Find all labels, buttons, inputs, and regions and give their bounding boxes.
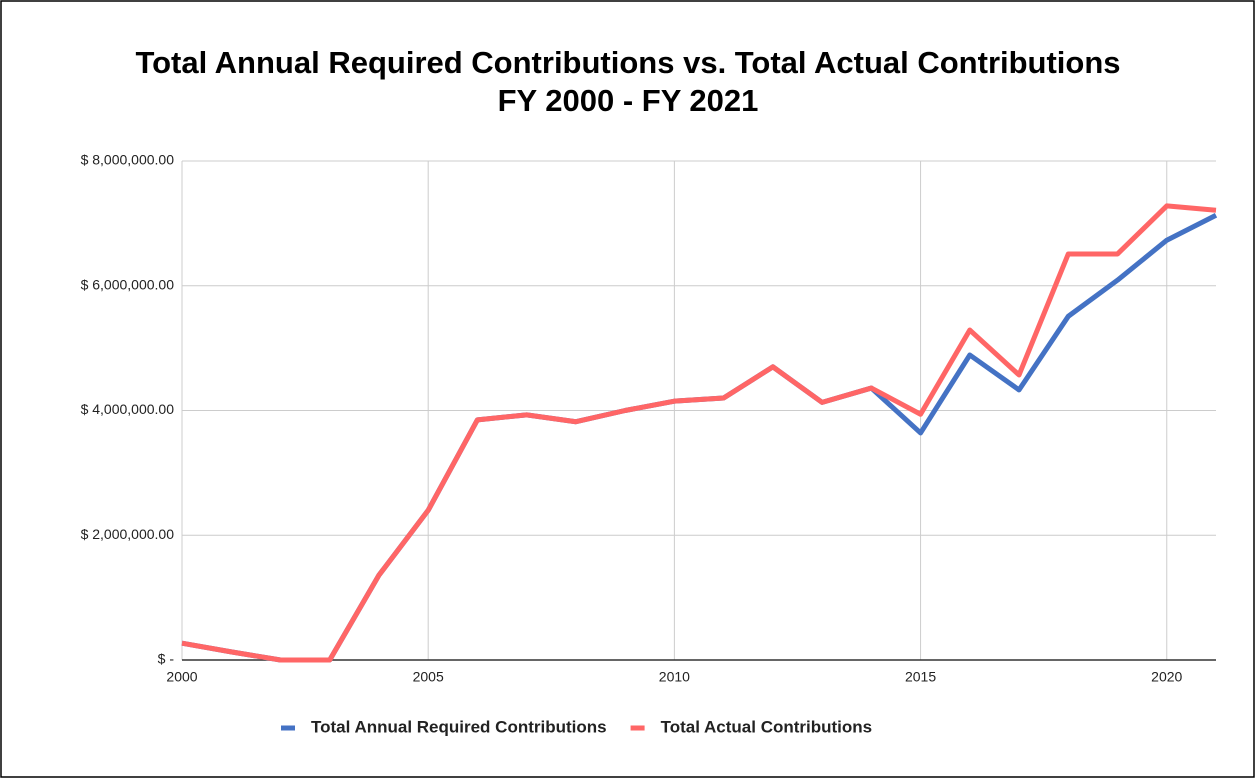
legend-label: Total Actual Contributions: [661, 717, 873, 736]
y-tick-label: $ 8,000,000.00: [81, 152, 175, 168]
y-tick-label: $ 6,000,000.00: [81, 276, 175, 292]
x-tick-label: 2005: [413, 669, 444, 685]
legend-label: Total Annual Required Contributions: [311, 717, 607, 736]
y-tick-label: $ 2,000,000.00: [81, 526, 175, 542]
x-tick-label: 2020: [1151, 669, 1182, 685]
x-tick-label: 2000: [166, 669, 197, 685]
x-tick-label: 2010: [659, 669, 690, 685]
y-tick-label: $ 4,000,000.00: [81, 401, 175, 417]
x-tick-label: 2015: [905, 669, 936, 685]
chart-subtitle: FY 2000 - FY 2021: [498, 83, 759, 118]
line-series: [181, 203, 1217, 663]
chart-title: Total Annual Required Contributions vs. …: [135, 45, 1120, 80]
y-tick-label: $ -: [158, 651, 175, 667]
